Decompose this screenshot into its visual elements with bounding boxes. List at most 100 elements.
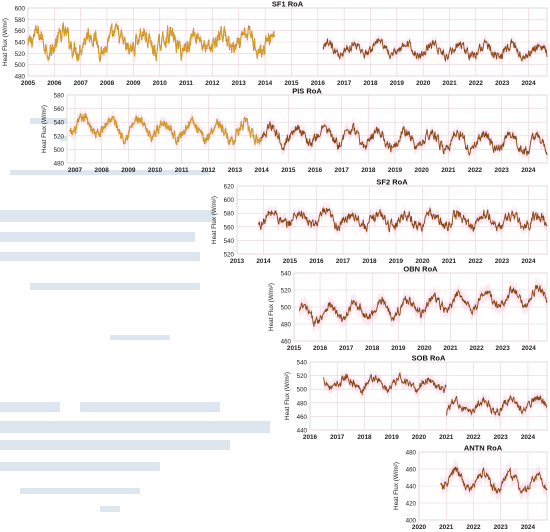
x-tick-label: 2024 [521,434,536,441]
x-tick-label: 2013 [230,258,245,265]
chart-panel-6: 400 420 440 460 480 2020 2021 2022 2023 2024 ANTN … [393,444,548,531]
y-tick-label: 580 [224,211,235,218]
y-axis-label: Heat Flux (W/m²) [2,18,9,66]
x-tick-label: 2017 [339,345,354,352]
x-tick-label: 2021 [443,345,458,352]
x-tick-label: 2015 [283,258,298,265]
x-tick-label: 2015 [281,167,296,174]
y-tick-label: 500 [54,147,65,154]
y-tick-label: 500 [297,387,308,394]
x-tick-label: 2017 [336,258,351,265]
x-tick-label: 2008 [95,167,110,174]
plot-area [66,94,548,164]
x-tick-label: 2021 [442,80,457,87]
uncertainty-band [323,33,547,66]
x-tick-label: 2010 [148,167,163,174]
x-tick-label: 2020 [416,80,431,87]
y-axis-label: Heat Flux (W/m²) [393,462,400,510]
y-tick-label: 440 [406,484,417,491]
y-tick-label: 560 [15,28,26,35]
chart-panel-1: 480 500 520 540 560 580 600 2005 2006 2007 2008 200… [2,0,548,87]
x-tick-label: 2009 [121,167,136,174]
y-tick-label: 460 [281,339,292,346]
x-tick-label: 2023 [495,258,510,265]
y-axis-label: Heat Flux (W/m²) [284,372,291,420]
x-tick-label: 2020 [415,258,430,265]
x-tick-label: 2022 [469,345,484,352]
x-tick-label: 2024 [521,258,536,265]
x-tick-label: 2020 [412,434,427,441]
y-tick-label: 500 [281,305,292,312]
x-tick-label: 2022 [469,80,484,87]
uncertainty-band [323,367,447,401]
x-tick-label: 2024 [521,80,536,87]
x-tick-label: 2020 [415,167,430,174]
x-tick-label: 2019 [391,345,406,352]
y-tick-label: 520 [281,288,292,295]
x-tick-label: 2017 [335,167,350,174]
chart-title: OBN RoA [403,265,438,274]
x-tick-label: 2011 [175,167,189,174]
y-tick-label: 480 [54,161,65,168]
x-tick-label: 2023 [496,345,511,352]
y-tick-label: 560 [224,224,235,231]
y-tick-label: 540 [281,271,292,278]
x-tick-label: 2007 [68,167,83,174]
x-tick-label: 2008 [100,80,115,87]
x-tick-label: 2022 [468,258,483,265]
y-tick-label: 480 [15,74,26,81]
series-line-overlay [69,112,263,146]
y-tick-label: 600 [224,197,235,204]
y-tick-label: 520 [15,51,26,58]
x-tick-label: 2020 [412,524,427,531]
x-tick-label: 2022 [466,434,481,441]
y-tick-label: 460 [406,467,417,474]
x-tick-label: 2022 [468,167,483,174]
x-tick-label: 2023 [494,434,509,441]
y-axis-label: Heat Flux (W/m²) [211,196,218,244]
x-tick-label: 2023 [495,80,510,87]
chart-panel-2: 480 500 520 540 560 580 2007 2008 2009 2010 2011 20… [41,87,548,174]
x-tick-label: 2021 [441,167,456,174]
x-tick-label: 2014 [258,80,273,87]
x-tick-label: 2018 [361,167,376,174]
chart-title: PIS RoA [292,87,322,96]
chart-panel-3: 520 540 560 580 600 620 2013 2014 2015 2016 2017 20… [211,178,548,265]
x-tick-label: 2013 [228,167,243,174]
x-tick-label: 2014 [255,167,270,174]
chart-panel-5: 440 460 480 500 520 540 2016 2017 2018 2019 2020 20… [284,354,548,441]
y-axis-label: Heat Flux (W/m²) [41,105,48,153]
x-tick-label: 2016 [311,80,326,87]
x-tick-label: 2021 [442,258,457,265]
x-tick-label: 2016 [308,167,323,174]
x-tick-label: 2010 [153,80,168,87]
uncertainty-band [69,107,547,162]
chart-panel-4: 460 480 500 520 540 2015 2016 2017 2018 2019 2020 2… [268,265,548,352]
x-tick-label: 2016 [309,258,324,265]
x-tick-label: 2019 [385,434,400,441]
x-tick-label: 2011 [179,80,193,87]
chart-title: SF1 RoA [272,0,304,9]
y-tick-label: 460 [297,414,308,421]
chart-title: SOB RoA [412,354,446,363]
x-tick-label: 2012 [201,167,216,174]
y-tick-label: 520 [224,252,235,259]
x-tick-label: 2024 [521,524,536,531]
series-line [440,466,548,495]
y-tick-label: 560 [54,106,65,113]
chart-title: ANTN RoA [464,444,503,453]
y-axis-label: Heat Flux (W/m²) [268,283,275,331]
y-tick-label: 620 [224,184,235,191]
x-tick-label: 2024 [521,167,536,174]
y-tick-label: 440 [297,428,308,435]
x-tick-label: 2013 [232,80,247,87]
x-tick-label: 2018 [365,345,380,352]
x-tick-label: 2007 [74,80,89,87]
y-tick-label: 580 [54,93,65,100]
x-tick-label: 2014 [256,258,271,265]
x-tick-label: 2012 [205,80,220,87]
series-line [257,206,548,233]
y-tick-label: 520 [297,373,308,380]
